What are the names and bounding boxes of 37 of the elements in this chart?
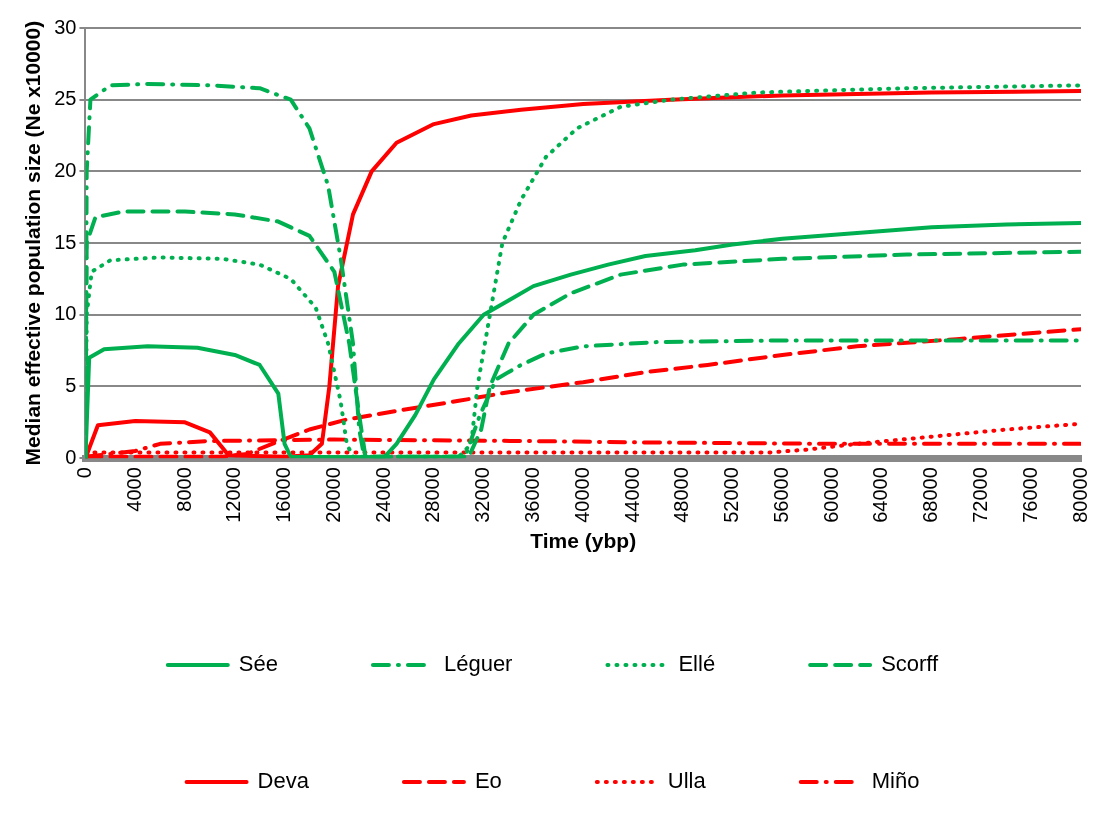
x-tick-label: 28000	[421, 467, 444, 523]
x-tick-label: 12000	[222, 467, 245, 523]
x-tick-label: 8000	[172, 467, 195, 512]
legend-label: Eo	[474, 768, 502, 794]
x-tick-label: 48000	[670, 467, 693, 523]
y-tick-label: 20	[54, 158, 77, 181]
y-tick-label: 25	[54, 87, 77, 110]
legend-label: Scorff	[881, 651, 940, 677]
x-tick-label: 24000	[371, 467, 394, 523]
x-tick-label: 16000	[272, 467, 295, 523]
y-tick-label: 10	[54, 302, 77, 325]
x-tick-label: 80000	[1068, 467, 1091, 523]
legend-label: Ulla	[667, 768, 707, 794]
x-tick-label: 72000	[968, 467, 991, 523]
x-tick-label: 56000	[769, 467, 792, 523]
legend-label: Deva	[257, 768, 310, 794]
legend-label: Miño	[871, 768, 920, 794]
x-tick-label: 20000	[321, 467, 344, 523]
x-tick-label: 44000	[620, 467, 643, 523]
y-tick-label: 5	[65, 374, 77, 396]
x-tick-label: 52000	[720, 467, 743, 523]
y-axis-title: Median effective population size (Ne x10000)	[21, 20, 45, 466]
y-tick-label: 15	[54, 230, 77, 253]
legend-label: Sée	[238, 651, 278, 677]
legend-label: Ellé	[678, 651, 716, 677]
x-tick-label: 32000	[471, 467, 494, 523]
x-axis-title: Time (ybp)	[530, 529, 637, 553]
x-tick-label: 4000	[122, 467, 145, 512]
x-tick-label: 76000	[1018, 467, 1041, 523]
y-tick-label: 0	[65, 445, 77, 468]
x-tick-label: 40000	[570, 467, 593, 523]
x-tick-label: 64000	[869, 467, 892, 523]
x-tick-label: 60000	[819, 467, 842, 523]
x-tick-label: 68000	[919, 467, 942, 523]
legend-label: Léguer	[443, 651, 513, 677]
y-tick-label: 30	[54, 15, 77, 38]
x-tick-label: 36000	[520, 467, 543, 523]
